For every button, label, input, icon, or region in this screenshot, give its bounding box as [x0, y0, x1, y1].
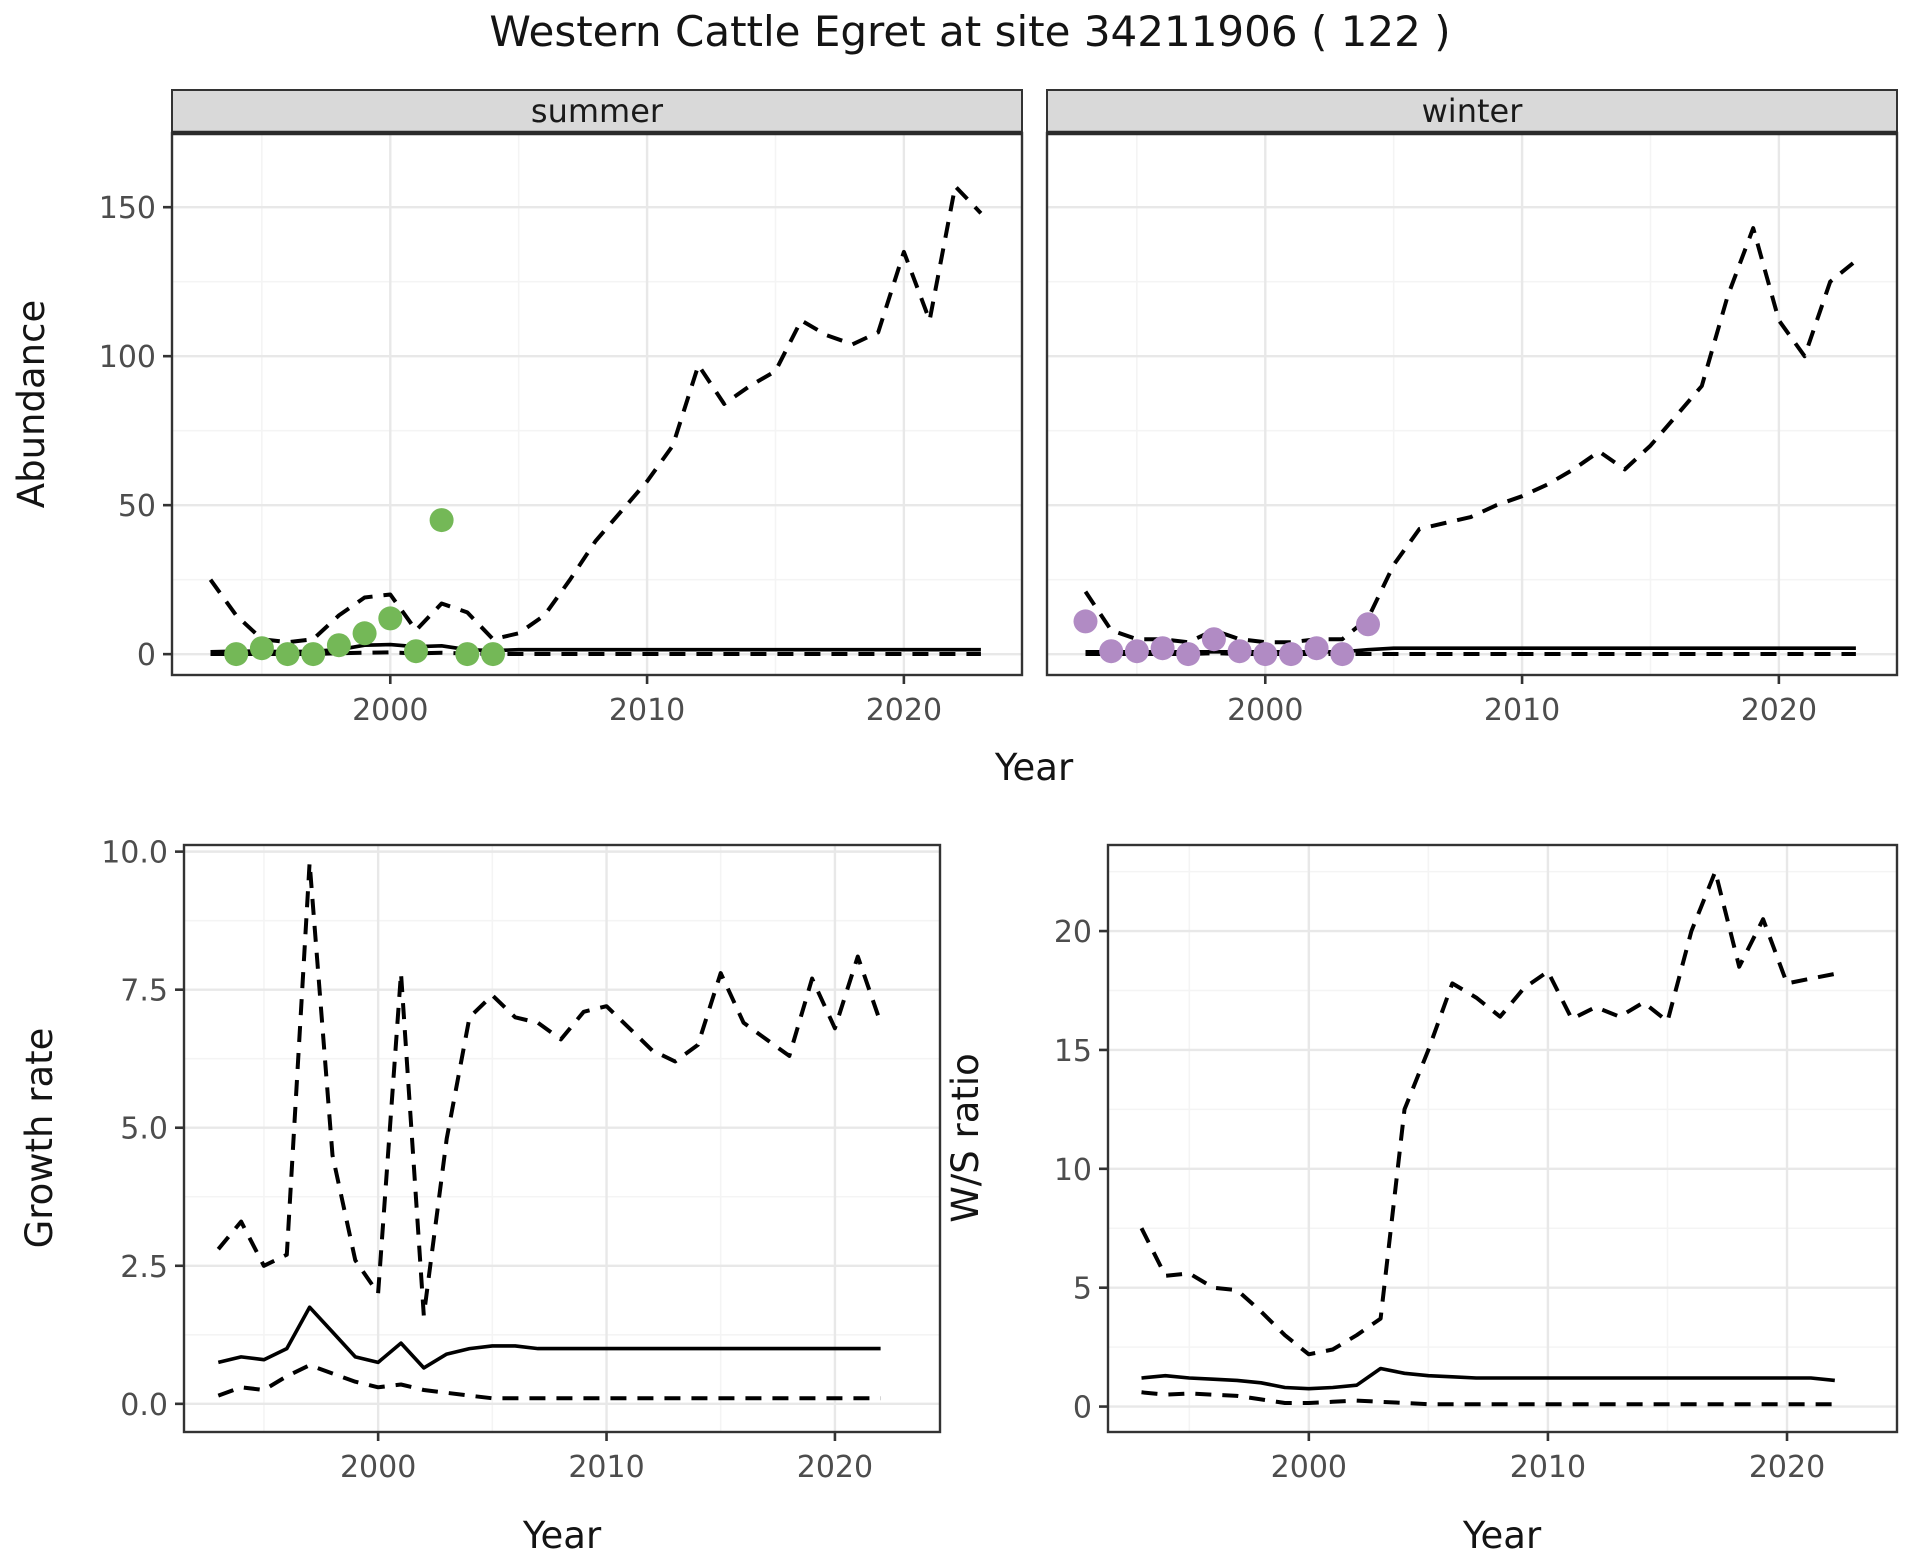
y-tick-label: 0 — [1073, 1391, 1092, 1426]
y-tick-label: 5 — [1073, 1272, 1092, 1307]
panel-border — [1106, 843, 1899, 1434]
y-tick-label: 150 — [99, 191, 156, 226]
y-tick-label: 0 — [137, 638, 156, 673]
y-tick-label: 20 — [1054, 915, 1092, 950]
winter-observed-point — [1150, 636, 1175, 661]
x-tick-label: 2010 — [609, 693, 685, 728]
panel-border — [182, 843, 942, 1434]
series-group — [216, 860, 883, 1401]
x-tick-label: 2000 — [352, 693, 428, 728]
summer-observed-point — [429, 508, 454, 533]
y-tick-label: 10 — [1054, 1153, 1092, 1188]
winter-observed-point — [1356, 612, 1380, 637]
panel-growth: 2000 2010 2020 0.0 2.5 5.0 7.5 10.0 — [101, 836, 942, 1485]
winter-observed-point — [1227, 639, 1252, 664]
winter-observed-point — [1176, 642, 1201, 667]
x-tick-label: 2020 — [1749, 1450, 1825, 1485]
strip-label-winter: winter — [1422, 92, 1524, 130]
ws-ratio-axis-title: W/S ratio — [944, 1053, 987, 1223]
ws-lower_ci-line — [1141, 1390, 1835, 1407]
panel-background — [1047, 133, 1897, 675]
growth-upper_ci-line — [216, 860, 883, 1318]
y-tick-label: 15 — [1054, 1034, 1092, 1069]
x-tick-label: 2000 — [1227, 693, 1303, 728]
x-tick-label: 2020 — [797, 1450, 873, 1485]
winter-observed-point — [1201, 627, 1226, 652]
y-tick-label: 50 — [118, 489, 156, 524]
series-group — [1139, 869, 1836, 1407]
summer-observed-point — [301, 642, 326, 667]
winter-observed-point — [1330, 642, 1355, 667]
x-tick-label: 2000 — [340, 1450, 416, 1485]
ws-median-line — [1141, 1366, 1835, 1391]
summer-lower_ci-line — [210, 650, 981, 656]
growth-year-axis-title: Year — [522, 1514, 602, 1557]
panel-background — [172, 133, 1022, 675]
series-group — [208, 184, 983, 667]
panel-background — [184, 845, 940, 1432]
facet-strip — [1046, 89, 1898, 134]
y-tick-label: 2.5 — [120, 1250, 168, 1285]
x-tick-label: 2010 — [568, 1450, 644, 1485]
y-tick-label: 100 — [99, 340, 156, 375]
summer-observed-point — [404, 639, 428, 664]
summer-observed-point — [481, 642, 505, 667]
top-year-axis-title: Year — [994, 746, 1074, 789]
ws-upper_ci-line — [1139, 869, 1836, 1357]
y-tick-label: 5.0 — [120, 1112, 168, 1147]
growth-lower_ci-line — [217, 1363, 881, 1401]
growth-median-line — [217, 1305, 881, 1370]
abundance-axis-title: Abundance — [10, 300, 53, 508]
summer-upper_ci-line — [208, 184, 983, 645]
winter-observed-point — [1124, 639, 1149, 664]
summer-observed-point — [249, 636, 274, 661]
winter-observed-point — [1073, 609, 1098, 634]
summer-observed-point — [326, 633, 351, 658]
panel-summer: 2000 2010 2020 0 50 100 150 summer — [99, 89, 1024, 728]
winter-observed-point — [1253, 642, 1278, 667]
y-tick-label: 0.0 — [120, 1388, 168, 1423]
x-tick-label: 2020 — [1741, 693, 1817, 728]
winter-lower_ci-line — [1085, 651, 1856, 656]
summer-observed-point — [378, 606, 403, 631]
growth-rate-axis-title: Growth rate — [18, 1028, 61, 1249]
chart-title: Western Cattle Egret at site 34211906 ( … — [489, 7, 1450, 56]
x-tick-label: 2010 — [1510, 1450, 1586, 1485]
summer-observed-point — [224, 642, 249, 667]
panel-ws: 2000 2010 2020 0 5 10 15 20 — [1054, 843, 1899, 1485]
y-tick-label: 7.5 — [120, 974, 168, 1009]
winter-median-line — [1085, 646, 1856, 654]
panel-winter: 2000 2010 2020 winter — [1045, 89, 1899, 728]
facet-strip — [171, 89, 1023, 134]
y-tick-label: 10.0 — [101, 836, 168, 871]
panel-background — [1108, 845, 1897, 1432]
winter-observed-point — [1304, 636, 1329, 661]
winter-observed-point — [1279, 642, 1303, 667]
summer-observed-point — [352, 621, 377, 646]
summer-observed-point — [275, 642, 300, 667]
x-tick-label: 2000 — [1271, 1450, 1347, 1485]
series-group — [1073, 226, 1858, 667]
summer-observed-point — [455, 642, 480, 667]
winter-observed-point — [1099, 639, 1124, 664]
x-tick-label: 2020 — [866, 693, 942, 728]
ws-year-axis-title: Year — [1462, 1514, 1542, 1557]
x-tick-label: 2010 — [1484, 693, 1560, 728]
strip-label-summer: summer — [531, 92, 664, 130]
winter-upper_ci-line — [1083, 226, 1858, 645]
